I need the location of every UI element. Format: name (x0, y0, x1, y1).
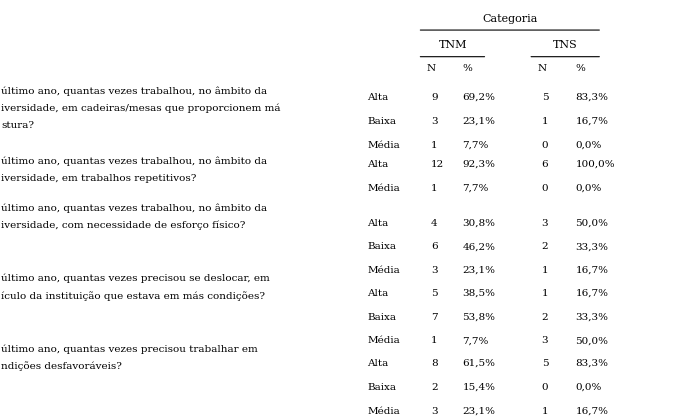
Text: 3: 3 (431, 266, 437, 275)
Text: 5: 5 (542, 359, 549, 368)
Text: ndições desfavoráveis?: ndições desfavoráveis? (1, 361, 122, 371)
Text: 8: 8 (431, 359, 437, 368)
Text: stura?: stura? (1, 121, 34, 130)
Text: 61,5%: 61,5% (462, 359, 495, 368)
Text: 6: 6 (431, 242, 437, 251)
Text: Alta: Alta (367, 93, 388, 102)
Text: Média: Média (367, 266, 400, 275)
Text: Categoria: Categoria (482, 14, 538, 24)
Text: último ano, quantas vezes precisou trabalhar em: último ano, quantas vezes precisou traba… (1, 344, 258, 354)
Text: 16,7%: 16,7% (576, 407, 608, 415)
Text: 38,5%: 38,5% (462, 289, 495, 298)
Text: 1: 1 (431, 336, 437, 345)
Text: TNM: TNM (439, 40, 468, 50)
Text: 2: 2 (431, 383, 437, 392)
Text: 7,7%: 7,7% (462, 336, 489, 345)
Text: Média: Média (367, 407, 400, 415)
Text: %: % (576, 64, 585, 73)
Text: 6: 6 (542, 160, 549, 169)
Text: Média: Média (367, 184, 400, 193)
Text: Alta: Alta (367, 219, 388, 227)
Text: 0: 0 (542, 184, 549, 193)
Text: 53,8%: 53,8% (462, 313, 495, 321)
Text: 46,2%: 46,2% (462, 242, 495, 251)
Text: 15,4%: 15,4% (462, 383, 495, 392)
Text: 23,1%: 23,1% (462, 117, 495, 126)
Text: 7,7%: 7,7% (462, 141, 489, 150)
Text: 0,0%: 0,0% (576, 184, 602, 193)
Text: Média: Média (367, 141, 400, 150)
Text: 12: 12 (431, 160, 444, 169)
Text: TNS: TNS (553, 40, 578, 50)
Text: Baixa: Baixa (367, 313, 396, 321)
Text: 3: 3 (431, 117, 437, 126)
Text: 30,8%: 30,8% (462, 219, 495, 227)
Text: 1: 1 (542, 407, 549, 415)
Text: 5: 5 (431, 289, 437, 298)
Text: 50,0%: 50,0% (576, 219, 608, 227)
Text: 0: 0 (542, 141, 549, 150)
Text: iversidade, com necessidade de esforço físico?: iversidade, com necessidade de esforço f… (1, 221, 246, 230)
Text: N: N (537, 64, 546, 73)
Text: último ano, quantas vezes trabalhou, no âmbito da: último ano, quantas vezes trabalhou, no … (1, 157, 268, 166)
Text: 9: 9 (431, 93, 437, 102)
Text: Baixa: Baixa (367, 383, 396, 392)
Text: 83,3%: 83,3% (576, 359, 608, 368)
Text: 0,0%: 0,0% (576, 141, 602, 150)
Text: 33,3%: 33,3% (576, 313, 608, 321)
Text: último ano, quantas vezes trabalhou, no âmbito da: último ano, quantas vezes trabalhou, no … (1, 204, 268, 213)
Text: ículo da instituição que estava em más condições?: ículo da instituição que estava em más c… (1, 291, 266, 301)
Text: 1: 1 (431, 184, 437, 193)
Text: Média: Média (367, 336, 400, 345)
Text: 23,1%: 23,1% (462, 407, 495, 415)
Text: iversidade, em cadeiras/mesas que proporcionem má: iversidade, em cadeiras/mesas que propor… (1, 104, 281, 113)
Text: 5: 5 (542, 93, 549, 102)
Text: 0,0%: 0,0% (576, 383, 602, 392)
Text: iversidade, em trabalhos repetitivos?: iversidade, em trabalhos repetitivos? (1, 174, 197, 183)
Text: 1: 1 (431, 141, 437, 150)
Text: 69,2%: 69,2% (462, 93, 495, 102)
Text: 92,3%: 92,3% (462, 160, 495, 169)
Text: 1: 1 (542, 266, 549, 275)
Text: Alta: Alta (367, 289, 388, 298)
Text: 4: 4 (431, 219, 437, 227)
Text: Baixa: Baixa (367, 117, 396, 126)
Text: 16,7%: 16,7% (576, 266, 608, 275)
Text: 7: 7 (431, 313, 437, 321)
Text: Alta: Alta (367, 160, 388, 169)
Text: Baixa: Baixa (367, 242, 396, 251)
Text: 1: 1 (542, 117, 549, 126)
Text: último ano, quantas vezes trabalhou, no âmbito da: último ano, quantas vezes trabalhou, no … (1, 87, 268, 96)
Text: 7,7%: 7,7% (462, 184, 489, 193)
Text: %: % (462, 64, 472, 73)
Text: 33,3%: 33,3% (576, 242, 608, 251)
Text: N: N (426, 64, 435, 73)
Text: 16,7%: 16,7% (576, 289, 608, 298)
Text: último ano, quantas vezes precisou se deslocar, em: último ano, quantas vezes precisou se de… (1, 274, 270, 283)
Text: 3: 3 (542, 336, 549, 345)
Text: 83,3%: 83,3% (576, 93, 608, 102)
Text: 3: 3 (542, 219, 549, 227)
Text: Alta: Alta (367, 359, 388, 368)
Text: 3: 3 (431, 407, 437, 415)
Text: 50,0%: 50,0% (576, 336, 608, 345)
Text: 23,1%: 23,1% (462, 266, 495, 275)
Text: 0: 0 (542, 383, 549, 392)
Text: 16,7%: 16,7% (576, 117, 608, 126)
Text: 1: 1 (542, 289, 549, 298)
Text: 2: 2 (542, 242, 549, 251)
Text: 100,0%: 100,0% (576, 160, 615, 169)
Text: 2: 2 (542, 313, 549, 321)
